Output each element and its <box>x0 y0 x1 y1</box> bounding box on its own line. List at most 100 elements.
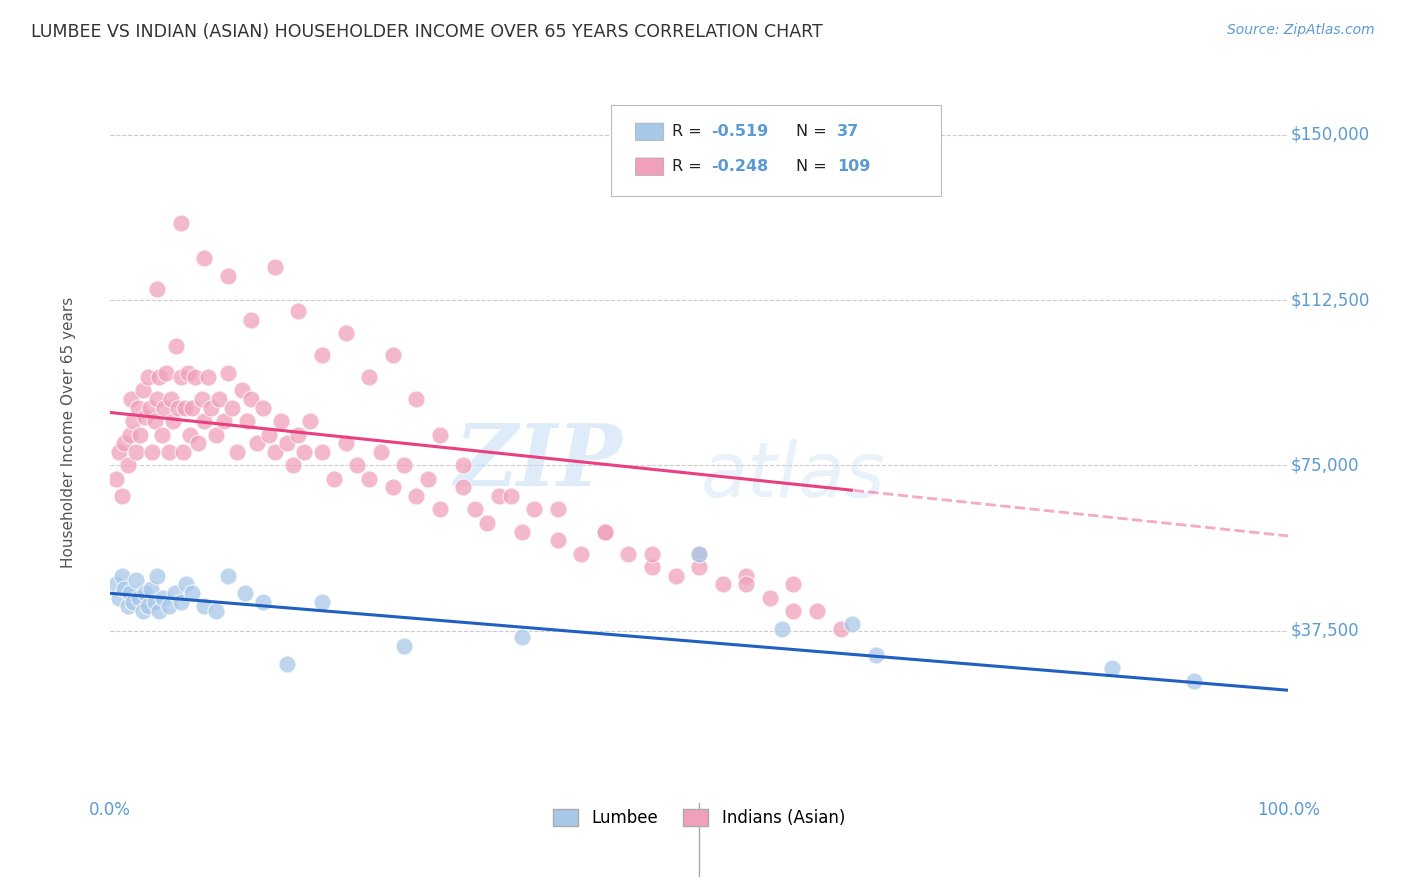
Point <box>394 458 416 473</box>
Point <box>593 524 616 539</box>
Point <box>139 582 162 596</box>
FancyBboxPatch shape <box>610 105 941 196</box>
Point <box>132 604 155 618</box>
Text: R =: R = <box>672 159 702 174</box>
Point <box>782 577 804 591</box>
Point <box>118 586 141 600</box>
Point <box>688 559 710 574</box>
Text: 37: 37 <box>837 124 859 138</box>
Point <box>782 604 804 618</box>
Point <box>235 586 257 600</box>
Point <box>292 445 315 459</box>
Point <box>169 595 191 609</box>
Text: $37,500: $37,500 <box>1291 622 1360 640</box>
Point <box>593 524 616 539</box>
Text: -0.519: -0.519 <box>711 124 768 138</box>
Point <box>148 604 170 618</box>
Point <box>226 445 249 459</box>
Point <box>165 339 187 353</box>
Point <box>169 216 191 230</box>
Text: ZIP: ZIP <box>454 419 623 503</box>
Point <box>735 577 758 591</box>
Point <box>475 516 498 530</box>
Point <box>127 401 149 415</box>
Point <box>1101 661 1123 675</box>
Point <box>641 559 664 574</box>
Text: LUMBEE VS INDIAN (ASIAN) HOUSEHOLDER INCOME OVER 65 YEARS CORRELATION CHART: LUMBEE VS INDIAN (ASIAN) HOUSEHOLDER INC… <box>31 23 823 41</box>
Point <box>187 436 209 450</box>
Point <box>208 392 231 407</box>
Point <box>311 595 333 609</box>
Point <box>335 436 357 450</box>
Point <box>125 445 148 459</box>
Point <box>235 414 257 428</box>
Point <box>139 401 162 415</box>
Point <box>735 568 758 582</box>
Point <box>299 414 322 428</box>
Point <box>664 568 686 582</box>
Point <box>217 568 239 582</box>
Text: atlas: atlas <box>702 439 886 513</box>
Point <box>359 472 381 486</box>
Point <box>181 401 204 415</box>
Point <box>688 547 710 561</box>
Point <box>359 370 381 384</box>
Point <box>311 348 333 362</box>
Point <box>176 577 198 591</box>
Point <box>108 591 131 605</box>
Point <box>270 414 292 428</box>
Point <box>263 260 285 274</box>
Point <box>112 436 135 450</box>
Point <box>146 282 169 296</box>
Legend: Lumbee, Indians (Asian): Lumbee, Indians (Asian) <box>546 800 853 835</box>
Point <box>136 599 159 614</box>
Point <box>830 622 852 636</box>
Point <box>547 502 569 516</box>
Point <box>193 251 215 265</box>
Point <box>276 657 298 671</box>
Text: $112,500: $112,500 <box>1291 291 1369 309</box>
Text: R =: R = <box>672 124 702 138</box>
Point <box>162 414 184 428</box>
Point <box>1182 674 1205 689</box>
Point <box>806 604 828 618</box>
Text: $75,000: $75,000 <box>1291 457 1360 475</box>
Point <box>464 502 486 516</box>
Point <box>122 414 145 428</box>
Point <box>181 586 204 600</box>
Point <box>134 586 156 600</box>
Point <box>118 427 141 442</box>
Point <box>276 436 298 450</box>
Point <box>569 547 592 561</box>
Text: -0.248: -0.248 <box>711 159 768 174</box>
Point <box>191 392 214 407</box>
Point <box>155 366 177 380</box>
Point <box>405 392 427 407</box>
Point <box>176 366 198 380</box>
Point <box>263 445 285 459</box>
Point <box>146 392 169 407</box>
Text: 109: 109 <box>837 159 870 174</box>
Point <box>287 304 309 318</box>
Point <box>157 445 180 459</box>
Point <box>197 370 219 384</box>
Point <box>143 414 166 428</box>
Point <box>169 370 191 384</box>
Point <box>547 533 569 548</box>
Point <box>770 622 793 636</box>
Point <box>841 617 863 632</box>
Point <box>257 427 280 442</box>
Point <box>510 524 533 539</box>
Point <box>148 370 170 384</box>
Point <box>117 599 139 614</box>
Text: N =: N = <box>796 159 827 174</box>
Point <box>221 401 243 415</box>
Text: $150,000: $150,000 <box>1291 126 1369 144</box>
Point <box>394 639 416 653</box>
Point <box>688 547 710 561</box>
Point <box>122 595 145 609</box>
Point <box>108 445 131 459</box>
Text: Householder Income Over 65 years: Householder Income Over 65 years <box>60 297 76 568</box>
Text: Source: ZipAtlas.com: Source: ZipAtlas.com <box>1227 23 1375 37</box>
Point <box>453 458 475 473</box>
